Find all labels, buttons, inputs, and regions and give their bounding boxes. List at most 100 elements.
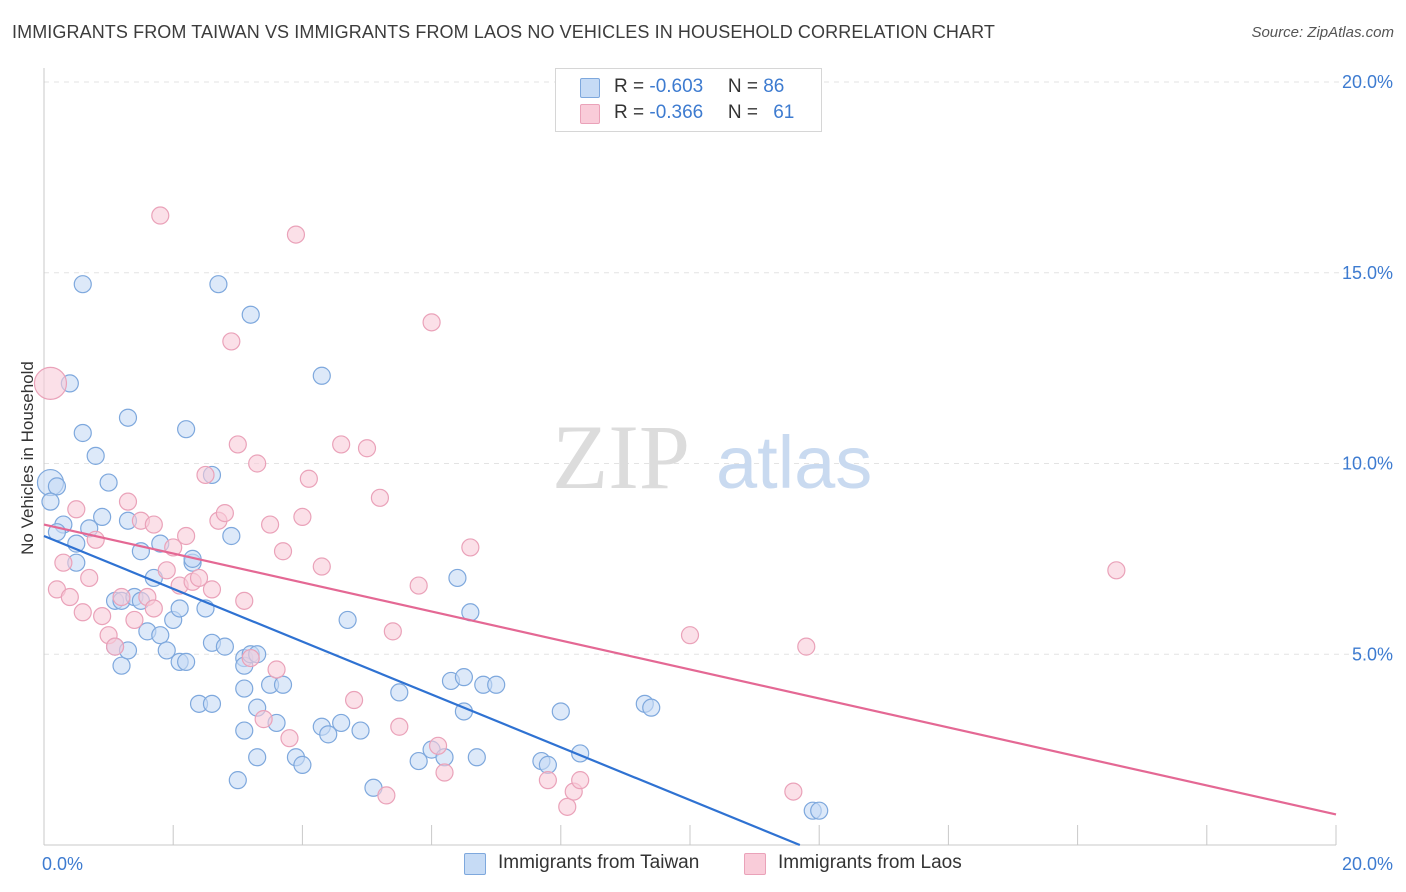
laos-r-value: -0.366 (649, 102, 704, 123)
laos-point (125, 610, 144, 630)
laos-point (357, 439, 377, 458)
chart-title: IMMIGRANTS FROM TAIWAN VS IMMIGRANTS FRO… (12, 22, 995, 42)
laos-n-value: 61 (773, 102, 795, 123)
laos-point (177, 526, 196, 546)
laos-points (33, 206, 1126, 816)
taiwan-point (235, 679, 254, 698)
laos-point (273, 542, 293, 561)
laos-point (797, 637, 816, 656)
taiwan-point (351, 721, 370, 740)
watermark-zip: ZIP (552, 406, 690, 508)
bottom-taiwan-swatch (464, 853, 486, 875)
taiwan-point (73, 423, 92, 443)
laos-point (228, 435, 247, 454)
taiwan-point (273, 675, 293, 694)
y-tick-label: 15.0% (1342, 263, 1393, 283)
taiwan-point (454, 668, 473, 687)
laos-point (254, 710, 273, 729)
laos-point (144, 515, 163, 534)
taiwan-point (93, 507, 112, 527)
taiwan-trend-line (43, 534, 801, 847)
taiwan-point (338, 610, 357, 630)
laos-point (33, 366, 68, 400)
source-credit: Source: ZipAtlas.com (1251, 24, 1394, 41)
taiwan-point (177, 420, 196, 439)
taiwan-point (112, 656, 131, 675)
laos-point (312, 557, 331, 576)
laos-point (189, 568, 209, 588)
laos-point (377, 786, 396, 805)
taiwan-point (390, 683, 409, 702)
taiwan-point (215, 637, 234, 656)
x-tick-label: 0.0% (42, 854, 83, 874)
laos-point (344, 690, 364, 710)
y-tick-label: 5.0% (1352, 644, 1393, 664)
x-tick-labels: 0.0% 20.0% (42, 854, 1393, 874)
taiwan-r-value: -0.603 (649, 76, 704, 97)
laos-point (202, 580, 222, 599)
watermark-atlas: atlas (716, 421, 872, 504)
laos-point (93, 606, 112, 626)
bottom-laos-swatch (744, 853, 766, 875)
taiwan-point (319, 725, 338, 744)
axes (43, 68, 1337, 846)
laos-point (73, 603, 92, 622)
taiwan-point (642, 698, 661, 717)
laos-point (383, 622, 402, 641)
taiwan-points (36, 275, 829, 820)
y-tick-labels: 5.0% 10.0% 15.0% 20.0% (1342, 72, 1393, 664)
x-tick-label: 20.0% (1342, 854, 1393, 874)
laos-n-label: N = (727, 102, 764, 123)
laos-point (248, 454, 267, 473)
laos-point (390, 717, 409, 736)
laos-r-label: R = (614, 102, 650, 123)
laos-point (435, 763, 454, 782)
laos-point (461, 538, 480, 557)
laos-point (60, 587, 79, 607)
taiwan-point (99, 473, 118, 492)
laos-point (571, 771, 590, 790)
laos-point (196, 465, 215, 485)
laos-point (332, 435, 351, 454)
laos-point (151, 206, 170, 225)
taiwan-point (487, 675, 506, 694)
taiwan-point (228, 771, 247, 790)
taiwan-point (467, 748, 486, 767)
laos-point (112, 587, 131, 607)
taiwan-point (177, 652, 196, 671)
taiwan-point (551, 702, 570, 721)
laos-point (409, 576, 428, 595)
trend-lines (43, 523, 1337, 847)
taiwan-point (235, 721, 254, 740)
taiwan-point (409, 751, 428, 771)
taiwan-swatch (580, 78, 600, 98)
taiwan-point (86, 446, 105, 465)
laos-point (538, 771, 557, 790)
laos-point (80, 568, 99, 588)
taiwan-point (293, 755, 312, 774)
laos-point (261, 515, 280, 534)
taiwan-point (202, 694, 222, 713)
taiwan-n-label: N = (727, 76, 764, 97)
laos-point (280, 729, 299, 748)
y-tick-label: 20.0% (1342, 72, 1393, 92)
laos-point (370, 488, 390, 507)
taiwan-point (157, 641, 176, 660)
laos-point (144, 599, 163, 618)
taiwan-point (73, 275, 92, 294)
taiwan-point (332, 713, 351, 733)
laos-point (118, 492, 138, 511)
laos-point (222, 332, 241, 351)
watermark: ZIP atlas (552, 406, 872, 508)
taiwan-point (222, 526, 241, 546)
taiwan-point (151, 626, 170, 645)
laos-point (680, 626, 700, 645)
laos-point (235, 591, 254, 610)
laos-point (558, 797, 577, 816)
taiwan-point (538, 755, 557, 774)
laos-point (241, 648, 260, 668)
taiwan-point (170, 599, 189, 618)
taiwan-point (41, 492, 60, 511)
laos-point (105, 637, 125, 656)
